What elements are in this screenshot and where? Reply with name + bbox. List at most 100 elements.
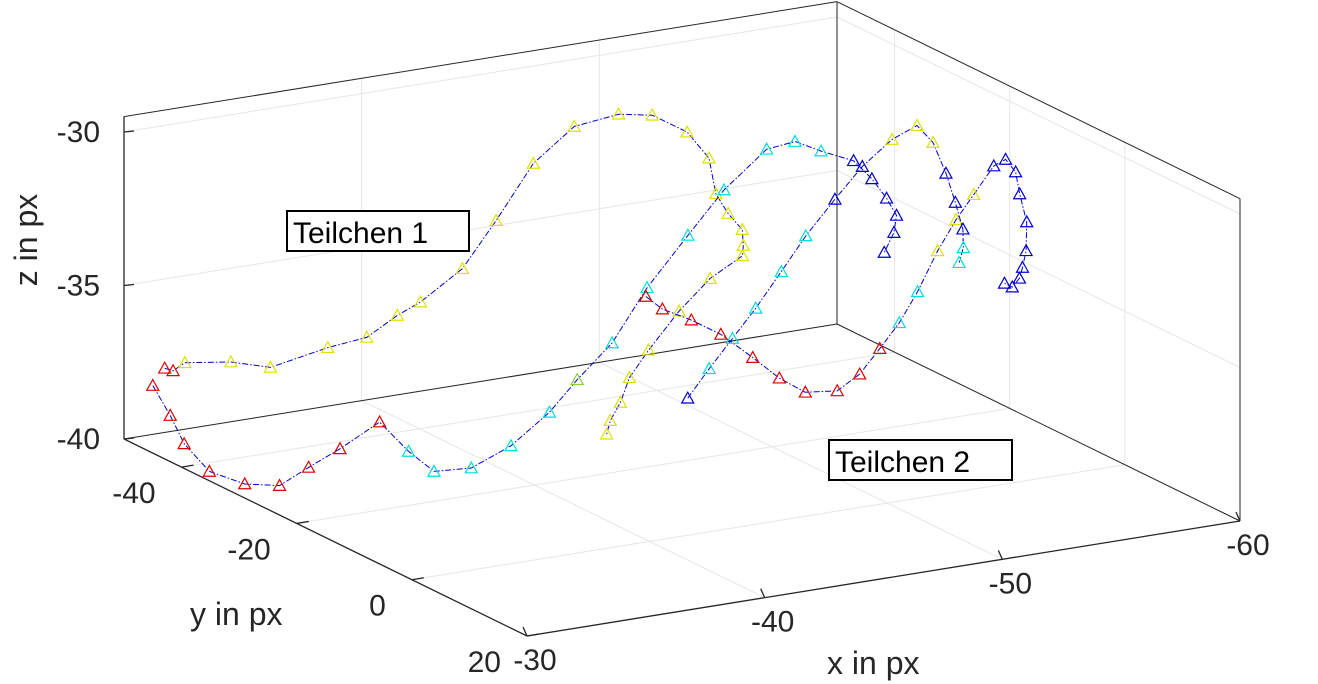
x-tick-label: -30: [513, 644, 556, 677]
series-4: [680, 118, 971, 404]
data-point: [703, 271, 718, 284]
data-point: [464, 460, 479, 474]
data-point: [877, 245, 892, 258]
y-tick: [181, 464, 194, 468]
data-point: [926, 135, 941, 148]
x-tick-label: -40: [751, 606, 794, 639]
z-tick-label: -35: [57, 270, 100, 303]
data-point: [1012, 271, 1027, 284]
data-point: [320, 340, 335, 354]
data-point: [910, 284, 925, 298]
data-point: [930, 243, 945, 257]
data-point: [855, 159, 870, 172]
z-tick: [123, 437, 135, 440]
series-3: [638, 152, 1034, 398]
data-point: [641, 342, 656, 356]
data-point: [787, 134, 802, 147]
grid-line-z-right: [836, 170, 1241, 368]
data-point: [645, 107, 660, 121]
z-tick: [123, 130, 135, 133]
data-point: [814, 143, 829, 157]
data-point: [503, 438, 518, 452]
data-point: [713, 327, 728, 340]
data-point: [570, 372, 585, 386]
data-point: [567, 119, 582, 132]
data-point: [613, 395, 628, 408]
data-point: [827, 192, 842, 205]
series-line: [164, 113, 744, 435]
y-tick: [296, 520, 309, 525]
y-axis-label: y in px: [190, 596, 282, 632]
data-point: [680, 124, 695, 138]
annotation-box: [828, 439, 1013, 481]
annotation-text: Teilchen 1: [293, 217, 428, 250]
data-point: [885, 132, 900, 145]
x-tick: [760, 588, 766, 598]
data-point: [301, 460, 316, 473]
data-point: [166, 363, 181, 377]
data-point: [948, 212, 963, 226]
data-point: [401, 444, 416, 457]
series-line: [687, 124, 964, 399]
data-point: [1015, 260, 1030, 273]
data-point: [986, 158, 1001, 172]
y-tick-label: -20: [227, 533, 270, 566]
data-point: [702, 361, 717, 375]
data-point: [748, 301, 763, 314]
data-point: [889, 208, 904, 221]
box-edge: [836, 1, 1241, 200]
y-tick-label: 0: [369, 590, 386, 623]
data-point: [542, 405, 557, 418]
data-point: [966, 187, 981, 201]
x-tick: [1235, 511, 1241, 522]
data-point: [759, 142, 774, 155]
data-point: [655, 301, 670, 315]
x-tick-label: -60: [1226, 529, 1269, 562]
data-point: [526, 156, 541, 169]
data-point: [359, 330, 374, 343]
data-point: [1019, 243, 1034, 257]
data-point: [735, 222, 750, 235]
data-point: [910, 118, 925, 131]
grid-line-y-floor: [181, 351, 895, 468]
data-point: [177, 355, 192, 369]
annotation-teilchen-2: Teilchen 2: [828, 439, 1013, 481]
data-point: [721, 206, 736, 219]
data-point: [798, 385, 813, 398]
z-tick-label: -30: [57, 116, 100, 149]
z-tick: [123, 283, 135, 287]
box-edge: [836, 323, 1241, 522]
data-point: [263, 360, 278, 373]
data-point: [1019, 214, 1034, 228]
data-point: [157, 361, 172, 374]
data-point: [605, 335, 620, 349]
x-axis-line: [526, 520, 1241, 637]
data-point: [998, 152, 1013, 165]
data-point: [956, 240, 971, 254]
annotation-box: [286, 210, 470, 252]
grid-lines: [123, 1, 1241, 637]
grid-line-x-floor: [361, 400, 765, 599]
data-point: [332, 441, 348, 455]
data-point: [948, 195, 963, 208]
data-point: [725, 331, 740, 344]
grid-line-x-floor: [599, 361, 1003, 560]
data-point: [892, 315, 907, 329]
y-tick: [411, 577, 424, 581]
data-point: [886, 225, 901, 238]
tick-labels: -30 -40 -50 -60 -40 -20 0 20 -30 -35 -40: [57, 116, 1270, 679]
data-point: [745, 350, 760, 363]
data-point: [1008, 164, 1023, 178]
data-point: [638, 289, 653, 302]
grid-line-z-back: [123, 170, 838, 286]
data-point: [622, 370, 637, 384]
y-tick: [526, 633, 540, 637]
data-series: [145, 106, 1034, 491]
data-point: [177, 436, 192, 450]
data-point: [938, 166, 954, 179]
x-tick-label: -50: [989, 567, 1032, 600]
series-line: [645, 158, 1028, 393]
data-point: [735, 248, 750, 262]
data-point: [772, 370, 787, 384]
